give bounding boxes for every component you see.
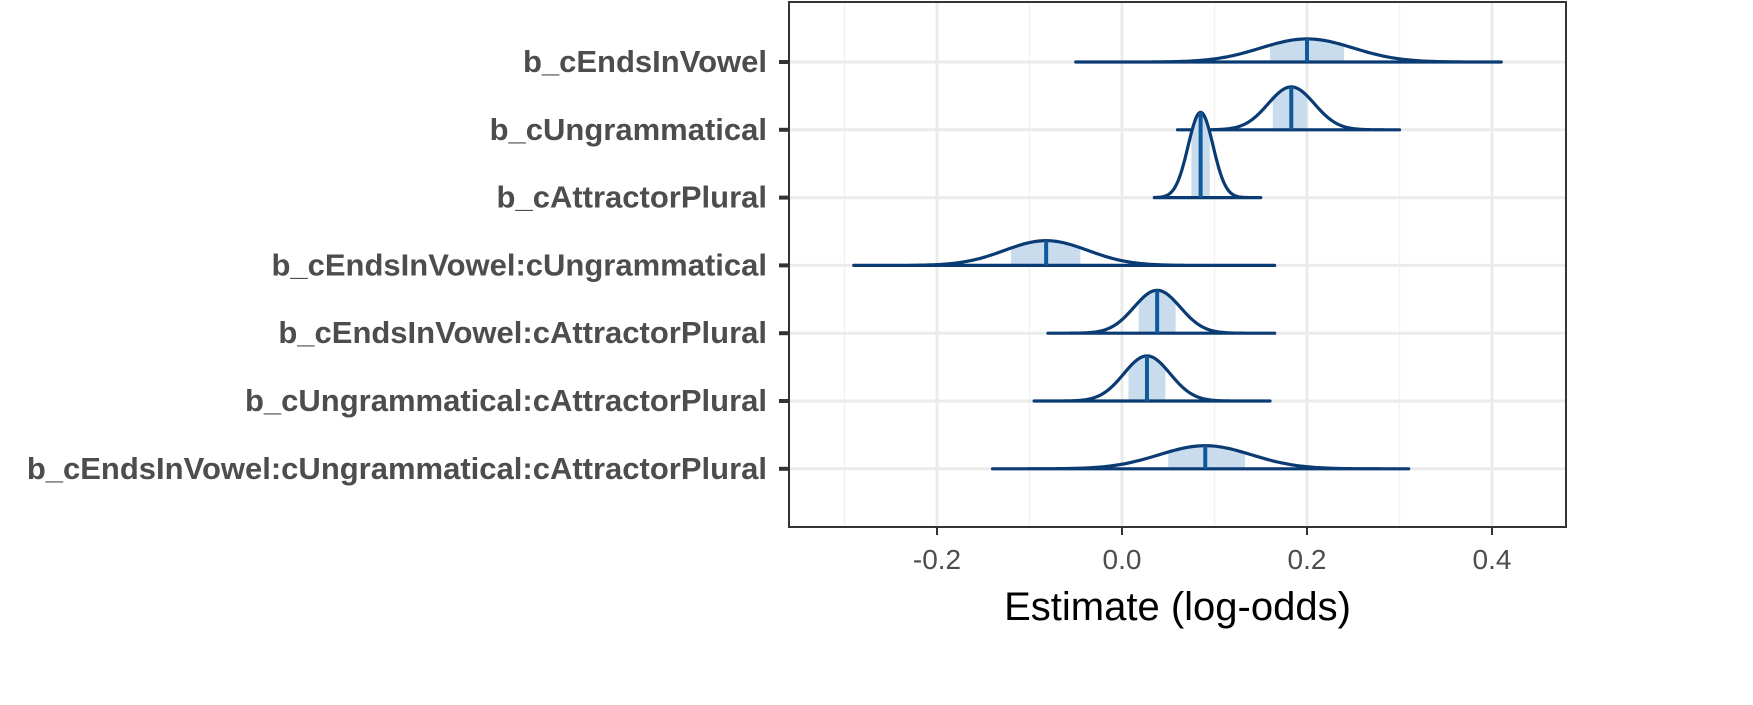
density-ridge xyxy=(1074,37,1503,64)
x-tick-label: -0.2 xyxy=(913,544,961,575)
y-tick-label: b_cEndsInVowel:cUngrammatical:cAttractor… xyxy=(27,451,767,486)
x-tick-label: 0.4 xyxy=(1473,544,1512,575)
x-tick-label: 0.2 xyxy=(1288,544,1327,575)
y-tick-label: b_cUngrammatical xyxy=(490,112,767,147)
y-tick-label: b_cAttractorPlural xyxy=(497,180,767,215)
y-tick-label: b_cEndsInVowel:cUngrammatical xyxy=(271,247,767,282)
x-tick-label: 0.0 xyxy=(1103,544,1142,575)
x-axis: -0.2 0.0 0.2 0.4 xyxy=(913,527,1512,575)
density-ridge xyxy=(1175,85,1402,132)
density-ridge xyxy=(1046,288,1277,335)
density-ridge xyxy=(990,444,1411,471)
y-tick-label: b_cEndsInVowel xyxy=(523,44,767,79)
y-axis: b_cEndsInVowel b_cUngrammatical b_cAttract… xyxy=(27,44,789,486)
density-ridge xyxy=(852,239,1277,267)
density-ridge xyxy=(1152,110,1263,200)
y-tick-label: b_cUngrammatical:cAttractorPlural xyxy=(245,383,767,418)
x-axis-title: Estimate (log-odds) xyxy=(1004,585,1351,629)
density-ridge xyxy=(1032,354,1272,403)
ridge-layer xyxy=(852,37,1503,471)
y-tick-label: b_cEndsInVowel:cAttractorPlural xyxy=(278,315,767,350)
